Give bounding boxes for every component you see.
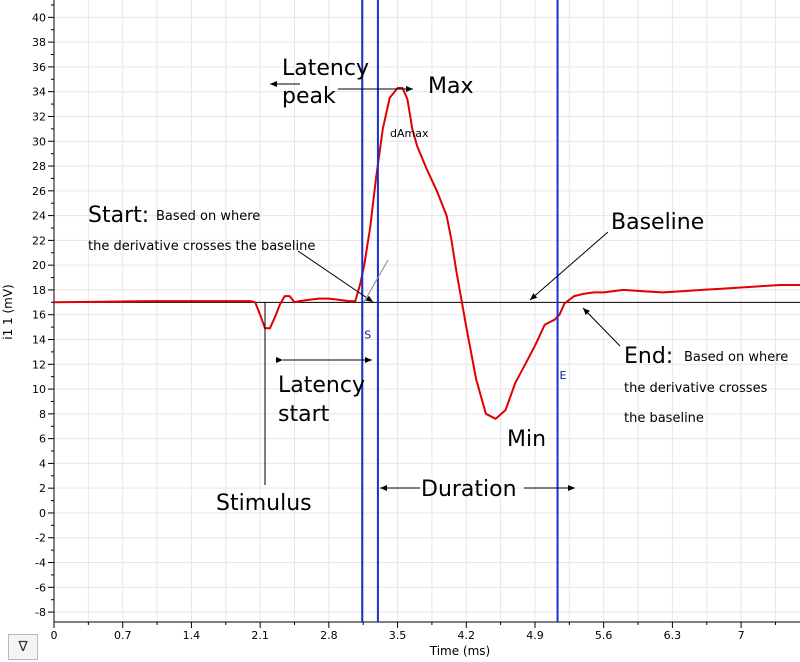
end-description-2: the derivative crosses <box>624 381 768 396</box>
series-line-0 <box>53 87 800 420</box>
y-tick-label: 38 <box>32 36 46 49</box>
end-heading: End: <box>624 344 673 369</box>
start-heading: Start: <box>88 203 149 228</box>
arrow-end <box>582 307 621 347</box>
triangle-down-icon: ∇ <box>18 639 28 655</box>
x-tick-label: 4.9 <box>526 629 544 642</box>
marker-label-E: E <box>560 369 567 382</box>
y-tick-label: 4 <box>39 457 46 470</box>
axes <box>53 0 800 623</box>
y-tick-label: 16 <box>32 309 46 322</box>
y-tick-label: 10 <box>32 383 46 396</box>
arrow-baseline <box>529 231 609 301</box>
start-description-1: Based on where <box>156 209 260 224</box>
y-tick-label: 0 <box>39 507 46 520</box>
damax-label: dAmax <box>390 127 429 140</box>
y-tick-label: 2 <box>39 482 46 495</box>
annotations: Latency peak Max dAmax Start: Based on w… <box>88 56 788 516</box>
baseline-label: Baseline <box>611 210 704 235</box>
x-tick-label: 2.8 <box>320 629 338 642</box>
y-axis-title: i1 1 (mV) <box>1 284 15 340</box>
series-layer <box>53 87 800 420</box>
stimulus-label: Stimulus <box>216 491 312 516</box>
x-tick-label: 5.6 <box>595 629 613 642</box>
y-tick-label: -2 <box>35 532 46 545</box>
annotation-arrows <box>264 81 621 491</box>
y-tick-label: -6 <box>35 581 46 594</box>
latency-peak-label-line1: Latency <box>282 56 369 81</box>
start-description-2: the derivative crosses the baseline <box>88 239 315 254</box>
grid <box>53 0 800 622</box>
latency-start-label-line2: start <box>278 402 330 427</box>
x-tick-label: 0 <box>51 629 58 642</box>
x-axis-title: Time (ms) <box>429 644 491 658</box>
min-label: Min <box>507 427 546 452</box>
arrow-start <box>297 250 374 303</box>
x-tick-label: 7 <box>738 629 745 642</box>
y-tick-label: 14 <box>32 333 46 346</box>
x-tick-label: 4.2 <box>458 629 476 642</box>
y-tick-label: 34 <box>32 86 46 99</box>
y-tick-label: 30 <box>32 135 46 148</box>
y-tick-label: 6 <box>39 433 46 446</box>
latency-start-label-line1: Latency <box>278 373 365 398</box>
y-tick-label: 20 <box>32 259 46 272</box>
duration-label: Duration <box>421 477 517 502</box>
y-tick-label: 8 <box>39 408 46 421</box>
x-tick-label: 6.3 <box>664 629 682 642</box>
y-tick-label: 22 <box>32 234 46 247</box>
y-tick-label: 26 <box>32 185 46 198</box>
y-tick-label: 36 <box>32 61 46 74</box>
ticks: -8-6-4-202468101214161820222426283032343… <box>32 4 776 642</box>
x-tick-label: 2.1 <box>251 629 269 642</box>
max-label: Max <box>428 74 473 99</box>
y-tick-label: 40 <box>32 11 46 24</box>
x-tick-label: 1.4 <box>183 629 201 642</box>
chart-menu-button[interactable]: ∇ <box>8 634 38 660</box>
marker-lines[interactable]: SE <box>361 0 567 622</box>
y-tick-label: 24 <box>32 210 46 223</box>
latency-peak-label-line2: peak <box>282 84 336 109</box>
y-tick-label: 32 <box>32 110 46 123</box>
y-tick-label: -4 <box>35 557 46 570</box>
slope-tangent <box>363 259 389 303</box>
x-tick-label: 3.5 <box>389 629 407 642</box>
marker-label-S: S <box>364 328 371 341</box>
x-tick-label: 0.7 <box>114 629 132 642</box>
y-tick-label: 28 <box>32 160 46 173</box>
y-tick-label: 18 <box>32 284 46 297</box>
y-tick-label: 12 <box>32 358 46 371</box>
end-description-3: the baseline <box>624 411 704 426</box>
y-tick-label: -8 <box>35 606 46 619</box>
end-description-1: Based on where <box>684 350 788 365</box>
